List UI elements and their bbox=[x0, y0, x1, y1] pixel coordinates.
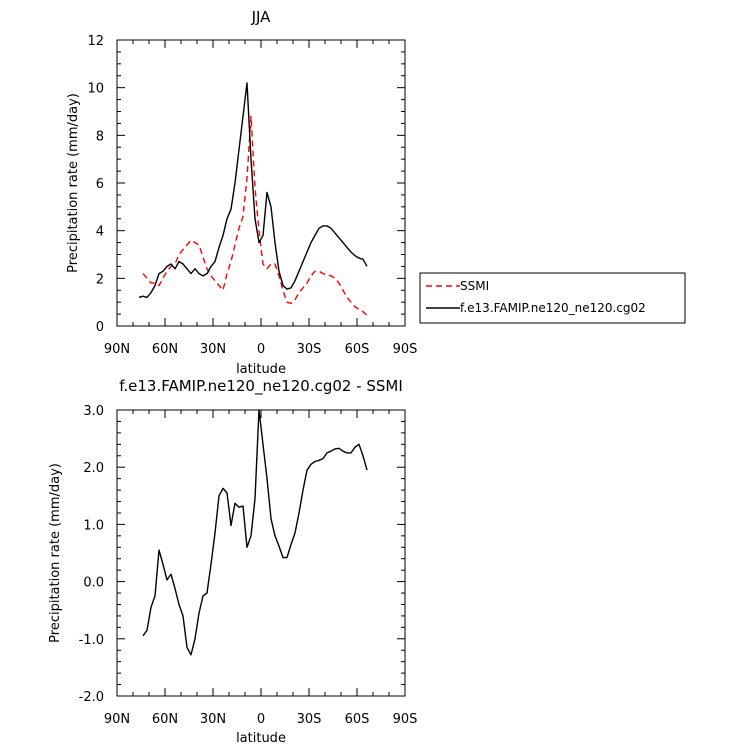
x-tick-label: 0 bbox=[257, 712, 265, 727]
x-tick-label: 60N bbox=[152, 712, 178, 727]
x-tick-label: 90S bbox=[393, 342, 418, 357]
x-tick-label: 30N bbox=[200, 342, 226, 357]
y-tick-label: 3.0 bbox=[83, 404, 104, 419]
series-line-ssmi bbox=[142, 115, 368, 316]
y-tick-label: -1.0 bbox=[79, 633, 104, 648]
y-tick-label: 0.0 bbox=[83, 576, 104, 591]
y-tick-label: 2.0 bbox=[83, 461, 104, 476]
legend-label: SSMI bbox=[460, 279, 489, 293]
x-tick-label: 30N bbox=[200, 712, 226, 727]
x-tick-label: 90S bbox=[393, 712, 418, 727]
y-axis-label: Precipitation rate (mm/day) bbox=[48, 463, 63, 643]
y-tick-label: 12 bbox=[87, 34, 104, 49]
x-axis-label: latitude bbox=[236, 731, 286, 746]
y-tick-label: 4 bbox=[96, 225, 104, 240]
y-tick-label: 2 bbox=[96, 272, 104, 287]
legend-box bbox=[419, 272, 686, 324]
x-tick-label: 60S bbox=[345, 712, 370, 727]
x-tick-label: 90N bbox=[104, 342, 130, 357]
chart-panel-1: 90N 60N 30N 0 30S 60S 90S 0 2 4 6 8 10 12 JJA latitude P… bbox=[66, 8, 686, 377]
x-tick-label: 90N bbox=[104, 712, 130, 727]
x-tick-label: 0 bbox=[257, 342, 265, 357]
y-tick-label: 6 bbox=[96, 177, 104, 192]
chart-title: f.e13.FAMIP.ne120_ne120.cg02 - SSMI bbox=[119, 377, 403, 396]
y-tick-label: 1.0 bbox=[83, 518, 104, 533]
legend: SSMI f.e13.FAMIP.ne120_ne120.cg02 bbox=[419, 272, 686, 324]
x-tick-label: 60S bbox=[345, 342, 370, 357]
x-tick-label: 30S bbox=[297, 712, 322, 727]
legend-label: f.e13.FAMIP.ne120_ne120.cg02 bbox=[460, 301, 646, 315]
chart-panel-2: 90N 60N 30N 0 30S 60S 90S -2.0 -1.0 0.0 1.0 2.0 3.0 f… bbox=[48, 377, 417, 746]
y-tick-label: -2.0 bbox=[79, 690, 104, 705]
x-tick-label: 60N bbox=[152, 342, 178, 357]
series-line-f-e13-famip-ne120-ne120-cg02 bbox=[138, 82, 368, 299]
y-tick-label: 8 bbox=[96, 129, 104, 144]
y-tick-label: 10 bbox=[87, 82, 104, 97]
x-axis-label: latitude bbox=[236, 362, 286, 377]
series-line-difference bbox=[142, 409, 368, 656]
y-tick-label: 0 bbox=[96, 320, 104, 335]
y-axis-label: Precipitation rate (mm/day) bbox=[66, 93, 81, 273]
chart-title: JJA bbox=[251, 8, 272, 26]
x-tick-label: 30S bbox=[297, 342, 322, 357]
